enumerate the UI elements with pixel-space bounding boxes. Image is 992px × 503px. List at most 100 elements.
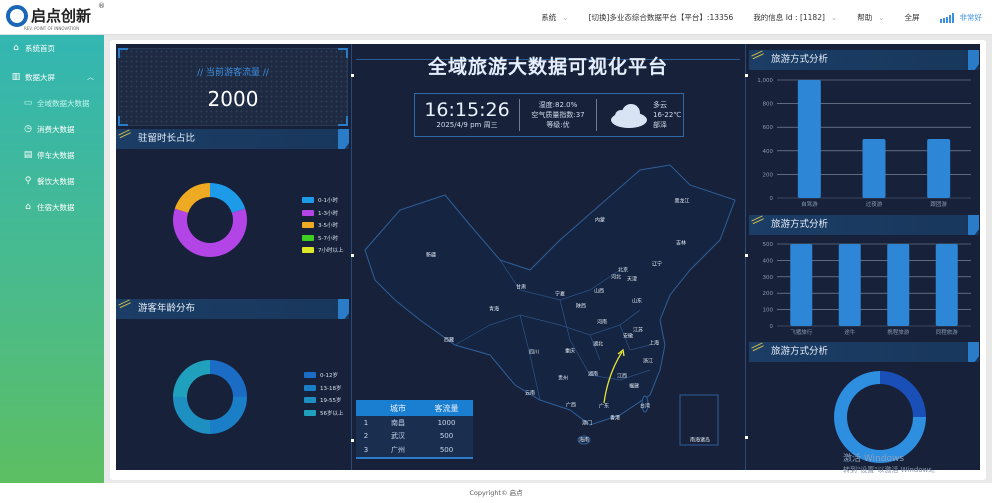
bar[interactable] <box>887 244 910 326</box>
donut-slice[interactable] <box>210 397 247 434</box>
title-frame <box>356 59 740 81</box>
legend-item[interactable]: 3-5小时 <box>302 219 344 232</box>
route-arrow-icon <box>617 348 625 357</box>
province-label[interactable]: 宁夏 <box>554 291 566 298</box>
donut-slice[interactable] <box>174 183 210 213</box>
province-label[interactable]: 广西 <box>565 402 577 409</box>
sidebar-item-lodging[interactable]: ⌂ 住宿大数据 <box>0 194 104 220</box>
sidebar-item-consumption[interactable]: ◷ 消费大数据 <box>0 116 104 142</box>
brand-logo[interactable]: 启点创新 REV. POINT OF INNOVATION ® <box>6 2 105 31</box>
bar[interactable] <box>862 139 886 198</box>
weather-desc: 多云 <box>653 101 667 109</box>
province-label[interactable]: 江西 <box>616 373 628 380</box>
registered-mark: ® <box>98 2 105 10</box>
chevron-down-icon: ⌄ <box>830 13 838 22</box>
province-label[interactable]: 重庆 <box>564 348 576 355</box>
sidebar-item-label: 餐饮大数据 <box>37 176 75 186</box>
age-donut-chart <box>173 360 247 434</box>
province-label[interactable]: 山西 <box>593 288 605 295</box>
sidebar-item-label: 停车大数据 <box>37 150 75 160</box>
province-label[interactable]: 山东 <box>631 298 643 305</box>
sidebar-item-home[interactable]: ⌂ 系统首页 <box>0 35 104 61</box>
province-label[interactable]: 河南 <box>596 319 608 326</box>
x-tick-label: 飞猪旅行 <box>790 328 813 336</box>
nav-help[interactable]: 帮助 ⌄ <box>857 13 885 22</box>
province-label[interactable]: 海南 <box>578 437 590 444</box>
province-label[interactable]: 内蒙 <box>594 217 606 224</box>
province-label[interactable]: 甘肃 <box>515 284 527 291</box>
bar[interactable] <box>935 244 958 326</box>
legend-item[interactable]: 0-1小时 <box>302 194 344 207</box>
sidebar-item-label: 住宿大数据 <box>37 202 75 212</box>
legend-item[interactable]: 56岁以上 <box>304 407 344 420</box>
donut-slice[interactable] <box>210 183 246 213</box>
province-label[interactable]: 广东 <box>598 403 610 410</box>
visitor-flow-value: 2000 <box>207 87 259 111</box>
province-label[interactable]: 云南 <box>524 390 536 397</box>
legend-item[interactable]: 13-18岁 <box>304 382 344 395</box>
province-label[interactable]: 湖南 <box>587 371 599 378</box>
province-label[interactable]: 天津 <box>626 276 638 283</box>
table-row: 2 武汉 500 <box>363 432 454 441</box>
province-label[interactable]: 黑龙江 <box>674 198 690 205</box>
province-label[interactable]: 上海 <box>648 340 660 347</box>
brand-name: 启点创新 <box>31 6 92 25</box>
utensils-icon: ⚲ <box>24 176 32 186</box>
nav-fullscreen[interactable]: 全屏 <box>904 13 920 22</box>
province-label[interactable]: 湖北 <box>592 341 604 348</box>
province-label[interactable]: 陕西 <box>575 303 587 310</box>
province-label[interactable]: 安徽 <box>622 333 634 340</box>
chevron-down-icon: ⌄ <box>562 13 569 22</box>
legend-item[interactable]: 1-3小时 <box>302 207 344 220</box>
sidebar-item-parking[interactable]: ▤ 停车大数据 <box>0 142 104 168</box>
nav-switch-platform[interactable]: [切换]多业态综合数据平台【平台】:13356 <box>588 13 734 22</box>
sidebar-item-data-screen[interactable]: ▥ 数据大屏 ︿ <box>0 64 104 90</box>
bar-chart-icon: ▥ <box>11 72 21 82</box>
province-label[interactable]: 河北 <box>610 274 622 281</box>
province-label[interactable]: 辽宁 <box>651 261 663 268</box>
panel-title-age: 游客年龄分布 <box>116 299 349 319</box>
bar[interactable] <box>838 244 861 326</box>
donut-slice[interactable] <box>210 360 247 397</box>
sidebar-item-global-data[interactable]: ▭ 全域数据大数据 <box>0 90 104 116</box>
province-label[interactable]: 西藏 <box>443 337 455 344</box>
y-tick-label: 200 <box>763 172 774 178</box>
bar[interactable] <box>927 139 951 198</box>
signal-icon <box>939 12 954 23</box>
nav-my-info[interactable]: 我的信息 Id : [1182] ⌄ <box>753 13 838 22</box>
province-label[interactable]: 北京 <box>617 267 629 274</box>
col-flow: 客流量 <box>434 403 459 413</box>
air-level: 等级:优 <box>546 121 570 129</box>
house-icon: ⌂ <box>25 202 31 212</box>
y-tick-label: 500 <box>763 242 774 248</box>
province-label[interactable]: 新疆 <box>425 252 437 259</box>
province-label[interactable]: 香港 <box>609 415 621 422</box>
donut-slice[interactable] <box>173 360 210 397</box>
province-label[interactable]: 吉林 <box>675 240 687 247</box>
province-label[interactable]: 台湾 <box>639 403 651 410</box>
legend-item[interactable]: 5-7小时 <box>302 232 344 245</box>
province-label[interactable]: 贵州 <box>557 375 569 382</box>
legend-item[interactable]: 7小时以上 <box>302 244 344 257</box>
province-label[interactable]: 青海 <box>488 306 500 313</box>
bar[interactable] <box>797 80 821 198</box>
nav-system[interactable]: 系统 ⌄ <box>541 13 569 22</box>
china-map[interactable] <box>116 44 980 470</box>
chevron-down-icon: ⌄ <box>878 13 885 22</box>
province-label[interactable]: 福建 <box>628 383 640 390</box>
province-label[interactable]: 澳门 <box>581 420 593 427</box>
bar[interactable] <box>790 244 813 326</box>
sidebar-item-dining[interactable]: ⚲ 餐饮大数据 <box>0 168 104 194</box>
legend-item[interactable]: 19-55岁 <box>304 394 344 407</box>
donut-slice[interactable] <box>173 397 210 434</box>
donut-slice[interactable] <box>173 208 247 257</box>
legend-item[interactable]: 0-12岁 <box>304 369 344 382</box>
document-icon: ▤ <box>23 150 33 160</box>
province-label[interactable]: 江苏 <box>632 327 644 334</box>
province-label[interactable]: 浙江 <box>642 358 654 365</box>
donut-slice[interactable] <box>880 371 926 417</box>
travel-bar-chart-1: 0 200 400 600 800 1,000 自驾游 过夜游 跟团游 <box>757 78 971 208</box>
screen-icon: ▭ <box>23 98 33 108</box>
age-legend: 0-12岁 13-18岁 19-55岁 56岁以上 <box>304 369 344 419</box>
province-label[interactable]: 四川 <box>528 349 540 356</box>
